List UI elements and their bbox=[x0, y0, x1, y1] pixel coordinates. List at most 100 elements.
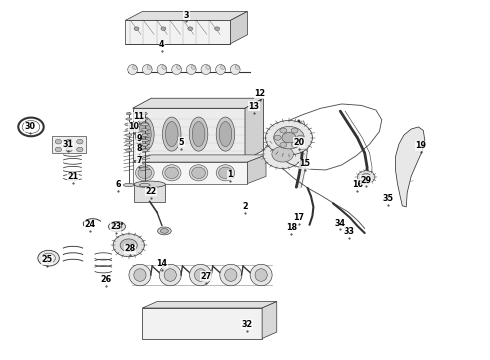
Text: 34: 34 bbox=[335, 219, 346, 228]
Polygon shape bbox=[133, 162, 247, 184]
Ellipse shape bbox=[219, 167, 232, 179]
Text: 7: 7 bbox=[136, 156, 142, 165]
Ellipse shape bbox=[190, 264, 212, 286]
Text: 17: 17 bbox=[293, 213, 304, 222]
Ellipse shape bbox=[225, 269, 237, 281]
Ellipse shape bbox=[125, 149, 132, 152]
Circle shape bbox=[282, 132, 296, 143]
Circle shape bbox=[215, 27, 220, 31]
Ellipse shape bbox=[125, 139, 132, 142]
Polygon shape bbox=[143, 302, 277, 308]
Ellipse shape bbox=[142, 144, 148, 146]
Ellipse shape bbox=[140, 183, 150, 186]
Text: 1: 1 bbox=[227, 170, 233, 179]
Text: 21: 21 bbox=[68, 172, 78, 181]
Polygon shape bbox=[125, 12, 247, 21]
Ellipse shape bbox=[143, 64, 152, 75]
Circle shape bbox=[188, 27, 193, 31]
Ellipse shape bbox=[162, 165, 181, 181]
Circle shape bbox=[280, 142, 287, 147]
Text: 8: 8 bbox=[136, 144, 142, 153]
Ellipse shape bbox=[230, 64, 240, 75]
Ellipse shape bbox=[191, 65, 195, 69]
Text: 12: 12 bbox=[254, 89, 265, 98]
Ellipse shape bbox=[123, 183, 134, 186]
Text: 18: 18 bbox=[286, 223, 297, 232]
Polygon shape bbox=[395, 127, 425, 207]
Ellipse shape bbox=[126, 118, 132, 120]
Ellipse shape bbox=[142, 134, 148, 136]
Ellipse shape bbox=[128, 64, 138, 75]
Ellipse shape bbox=[255, 269, 267, 281]
Circle shape bbox=[38, 250, 59, 266]
Text: 31: 31 bbox=[63, 140, 74, 149]
Ellipse shape bbox=[143, 112, 147, 115]
Circle shape bbox=[297, 135, 304, 140]
Ellipse shape bbox=[112, 224, 122, 229]
Polygon shape bbox=[262, 302, 277, 338]
Ellipse shape bbox=[157, 64, 167, 75]
Ellipse shape bbox=[55, 139, 62, 144]
Polygon shape bbox=[230, 12, 247, 44]
Ellipse shape bbox=[158, 227, 171, 235]
Circle shape bbox=[357, 171, 375, 184]
Circle shape bbox=[134, 27, 139, 31]
Circle shape bbox=[280, 128, 287, 133]
Ellipse shape bbox=[192, 167, 205, 179]
Polygon shape bbox=[143, 308, 262, 338]
Ellipse shape bbox=[159, 264, 181, 286]
Ellipse shape bbox=[164, 269, 176, 281]
Ellipse shape bbox=[139, 122, 151, 147]
Ellipse shape bbox=[76, 147, 83, 152]
Text: 25: 25 bbox=[42, 255, 53, 264]
Ellipse shape bbox=[189, 117, 208, 151]
Ellipse shape bbox=[129, 264, 151, 286]
Circle shape bbox=[161, 27, 166, 31]
Ellipse shape bbox=[134, 181, 165, 188]
Text: 11: 11 bbox=[133, 112, 145, 121]
Text: 15: 15 bbox=[299, 159, 310, 168]
Text: 29: 29 bbox=[361, 176, 372, 185]
Circle shape bbox=[274, 135, 281, 140]
Ellipse shape bbox=[220, 65, 224, 69]
Ellipse shape bbox=[138, 167, 152, 179]
Text: 14: 14 bbox=[156, 259, 168, 268]
Ellipse shape bbox=[192, 122, 205, 147]
Text: 20: 20 bbox=[293, 138, 304, 147]
Text: 13: 13 bbox=[248, 102, 259, 111]
Ellipse shape bbox=[162, 117, 181, 151]
Ellipse shape bbox=[219, 122, 232, 147]
Circle shape bbox=[274, 126, 304, 149]
Polygon shape bbox=[245, 98, 264, 160]
Polygon shape bbox=[125, 21, 230, 44]
Ellipse shape bbox=[76, 139, 83, 144]
Text: 24: 24 bbox=[84, 220, 95, 229]
Text: 10: 10 bbox=[128, 122, 139, 131]
Ellipse shape bbox=[125, 129, 132, 131]
Text: 3: 3 bbox=[184, 10, 189, 19]
Ellipse shape bbox=[189, 165, 208, 181]
Circle shape bbox=[272, 146, 294, 162]
Text: 27: 27 bbox=[200, 271, 212, 280]
Text: 30: 30 bbox=[24, 122, 35, 131]
Text: 2: 2 bbox=[242, 202, 248, 211]
Ellipse shape bbox=[55, 147, 62, 152]
Ellipse shape bbox=[134, 269, 146, 281]
Ellipse shape bbox=[172, 64, 181, 75]
Polygon shape bbox=[247, 155, 266, 184]
Ellipse shape bbox=[142, 149, 148, 152]
Text: 28: 28 bbox=[124, 244, 136, 253]
Text: 35: 35 bbox=[382, 194, 393, 203]
Text: 23: 23 bbox=[110, 222, 121, 231]
Text: 6: 6 bbox=[115, 180, 121, 189]
Polygon shape bbox=[133, 155, 266, 162]
Ellipse shape bbox=[216, 165, 235, 181]
Circle shape bbox=[113, 234, 145, 257]
Ellipse shape bbox=[136, 165, 154, 181]
Circle shape bbox=[291, 128, 298, 133]
Ellipse shape bbox=[66, 139, 73, 144]
Ellipse shape bbox=[216, 117, 235, 151]
Ellipse shape bbox=[201, 64, 211, 75]
Ellipse shape bbox=[235, 65, 239, 69]
Ellipse shape bbox=[132, 65, 137, 69]
